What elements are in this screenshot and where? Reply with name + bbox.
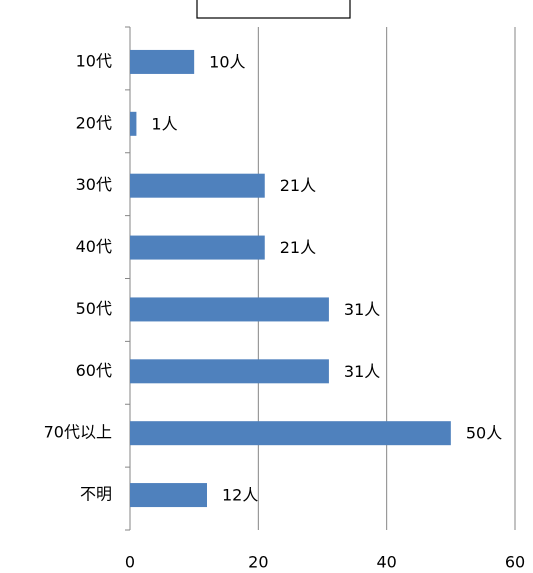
bar [130,49,195,74]
bar [130,235,265,260]
value-label: 50人 [466,424,502,443]
y-tick-label: 30代 [76,175,112,194]
bar [130,359,329,384]
x-tick-label: 60 [505,553,525,572]
y-tick-label: 50代 [76,299,112,318]
value-label: 31人 [344,300,380,319]
x-tick-label: 20 [248,553,268,572]
y-tick-label: 60代 [76,361,112,380]
value-label: 10人 [209,52,245,71]
value-label: 1人 [151,114,177,133]
y-tick-label: 70代以上 [44,423,112,442]
value-label: 21人 [280,176,316,195]
y-tick-label: 不明 [80,485,112,504]
legend-box [196,0,351,19]
x-tick-label: 0 [125,553,135,572]
bar [130,111,137,136]
x-tick-label: 40 [376,553,396,572]
y-tick-label: 10代 [76,51,112,70]
bar [130,483,207,508]
y-tick-label: 20代 [76,113,112,132]
value-label: 31人 [344,362,380,381]
value-label: 21人 [280,238,316,257]
y-tick-label: 40代 [76,237,112,256]
value-label: 12人 [222,486,258,505]
bar [130,297,329,322]
bar [130,421,451,446]
bar [130,173,265,198]
